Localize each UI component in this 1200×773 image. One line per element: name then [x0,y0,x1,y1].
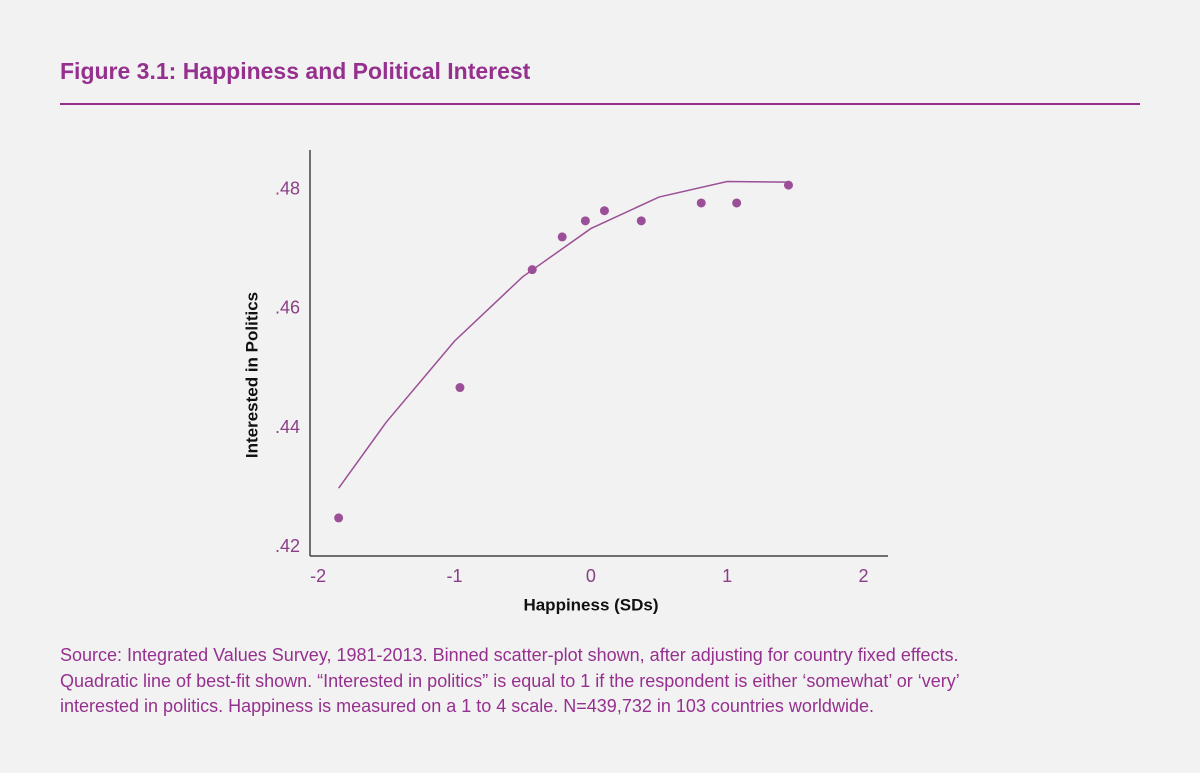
data-point [527,265,537,275]
x-axis-title: Happiness (SDs) [523,595,658,614]
y-tick-label: .42 [275,536,300,556]
y-axis-title: Interested in Politics [242,292,261,458]
data-point [732,198,742,208]
data-point [636,216,646,226]
data-point [334,513,344,523]
caption-line: Source: Integrated Values Survey, 1981-2… [60,645,959,665]
fit-line [338,180,788,489]
x-tick-label: 0 [586,566,596,586]
caption-line: Quadratic line of best-fit shown. “Inter… [60,670,960,691]
y-tick-label: .48 [275,179,300,199]
title-rule [60,103,1140,105]
data-point [696,198,706,208]
x-tick-label: 2 [858,566,868,586]
data-point [580,216,590,226]
y-tick-label: .46 [275,298,300,318]
x-tick-label: -1 [446,566,462,586]
x-tick-label: 1 [722,566,732,586]
data-point [783,180,793,190]
data-point [455,383,465,393]
caption: Source: Integrated Values Survey, 1981-2… [60,643,960,720]
y-tick-label: .44 [275,417,300,437]
data-point [557,232,567,242]
caption-line: interested in politics. Happiness is mea… [60,696,874,716]
data-point [599,206,609,216]
x-tick-label: -2 [310,566,326,586]
figure-title: Figure 3.1: Happiness and Political Inte… [60,58,531,84]
